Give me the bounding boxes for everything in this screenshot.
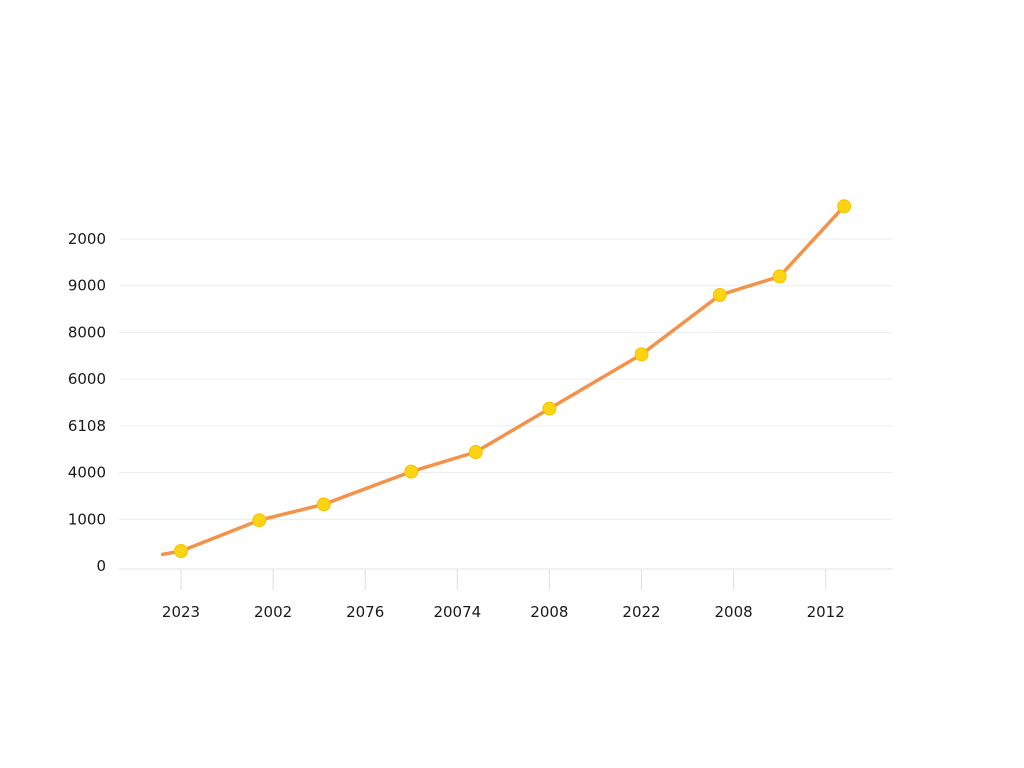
data-point bbox=[252, 513, 267, 528]
x-tick-label: 2012 bbox=[807, 603, 845, 621]
x-axis-tick-labels: 2023 2002 2076 20074 2008 2022 2008 2012 bbox=[162, 603, 845, 621]
y-tick-label: 6108 bbox=[68, 417, 106, 435]
x-tick-label: 2008 bbox=[715, 603, 753, 621]
data-point bbox=[772, 269, 787, 284]
data-point bbox=[837, 199, 852, 214]
gridlines bbox=[119, 238, 893, 520]
data-point bbox=[174, 544, 188, 559]
y-tick-label: 2000 bbox=[68, 230, 106, 248]
y-tick-label: 4000 bbox=[68, 464, 106, 482]
series bbox=[160, 199, 852, 559]
x-tick-label: 2076 bbox=[346, 603, 384, 621]
axes bbox=[119, 568, 893, 590]
data-point bbox=[468, 445, 483, 460]
data-point bbox=[404, 464, 419, 479]
x-tick-label: 20074 bbox=[433, 603, 481, 621]
x-tick-label: 2023 bbox=[162, 603, 200, 621]
y-tick-label: 9000 bbox=[68, 277, 106, 295]
data-point bbox=[634, 347, 649, 362]
data-point bbox=[316, 497, 331, 512]
y-tick-label: 8000 bbox=[68, 323, 106, 341]
data-point bbox=[712, 288, 727, 303]
x-tick-label: 2002 bbox=[254, 603, 292, 621]
y-tick-label: 1000 bbox=[68, 510, 106, 528]
y-tick-label: 6000 bbox=[68, 370, 106, 388]
y-axis-tick-labels: 0 1000 4000 6108 6000 8000 9000 2000 bbox=[68, 230, 106, 575]
x-tick-label: 2022 bbox=[622, 603, 660, 621]
series-line bbox=[160, 204, 846, 557]
y-tick-label: 0 bbox=[96, 557, 106, 575]
data-point bbox=[542, 401, 557, 416]
x-tick-label: 2008 bbox=[530, 603, 568, 621]
